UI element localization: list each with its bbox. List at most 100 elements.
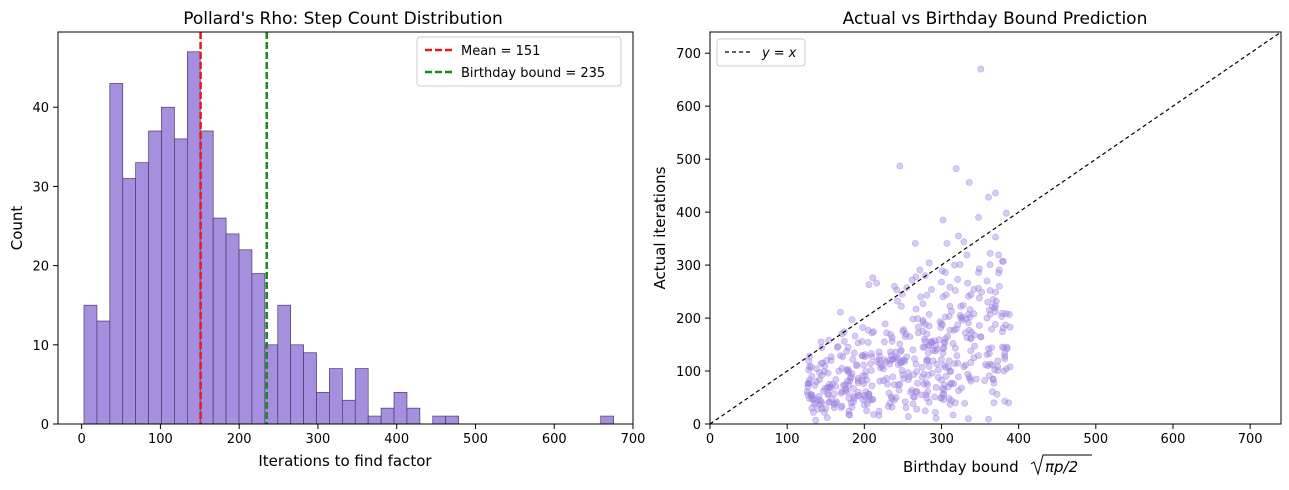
histogram-bar: [303, 352, 317, 425]
scatter-point: [921, 407, 929, 415]
scatter-point: [939, 293, 947, 301]
scatter-point: [967, 291, 975, 299]
scatter-point: [848, 316, 856, 324]
y-tick-label: 200: [676, 312, 701, 327]
scatter-point: [887, 331, 894, 338]
x-tick-label: 700: [621, 432, 646, 447]
scatter-point: [924, 371, 932, 379]
scatter-point: [827, 353, 835, 361]
scatter-point: [950, 380, 958, 388]
histogram-bar: [212, 217, 227, 425]
y-tick-label: 400: [676, 206, 701, 221]
scatter-point: [842, 387, 850, 395]
scatter-point: [967, 359, 975, 366]
scatter-point: [965, 310, 972, 318]
scatter-point: [986, 287, 994, 294]
scatter-point: [941, 269, 949, 276]
scatter-point: [809, 408, 817, 416]
scatter-point: [1002, 209, 1010, 217]
scatter-point: [954, 275, 962, 283]
histogram-bar: [199, 130, 214, 425]
histogram-bar: [174, 138, 188, 425]
y-tick-label: 600: [676, 100, 701, 115]
scatter-point: [919, 343, 927, 351]
scatter-point: [883, 329, 891, 337]
scatter-point: [989, 376, 997, 383]
scatter-point: [928, 369, 936, 377]
scatter-point: [1005, 399, 1013, 407]
scatter-point: [1006, 323, 1014, 331]
scatter-point: [956, 261, 964, 268]
scatter-point: [1001, 349, 1009, 357]
scatter-point: [931, 337, 938, 345]
x-tick-label: 300: [306, 432, 331, 447]
scatter-point: [954, 321, 962, 329]
scatter-point: [952, 165, 960, 173]
scatter-point: [986, 250, 994, 257]
histogram-bar: [380, 407, 395, 425]
scatter-point: [959, 301, 967, 309]
scatter-point: [986, 261, 994, 268]
scatter-point: [896, 162, 904, 170]
scatter-point: [963, 251, 971, 259]
scatter-point: [923, 291, 931, 299]
scatter-point: [956, 312, 964, 319]
scatter-point: [846, 377, 854, 385]
legend-identity-label: y = x: [761, 46, 797, 61]
x-tick-label: 500: [463, 432, 488, 447]
legend-mean-label: Mean = 151: [461, 44, 540, 59]
scatter-point: [895, 386, 903, 394]
scatter-point: [940, 361, 948, 369]
scatter-point: [977, 333, 985, 341]
scatter-point: [914, 315, 921, 322]
scatter-point: [897, 348, 904, 355]
histogram-bar: [290, 344, 304, 425]
scatter-point: [949, 411, 957, 419]
scatter-point: [863, 407, 871, 415]
scatter-point: [818, 405, 826, 413]
scatter-point: [812, 416, 820, 424]
scatter-point: [1001, 397, 1009, 405]
scatter-point: [925, 310, 933, 318]
scatter-point: [816, 369, 823, 377]
y-tick-label: 500: [676, 153, 701, 168]
y-tick-label: 300: [676, 259, 701, 274]
x-tick-label: 200: [227, 432, 252, 447]
scatter-point: [878, 362, 886, 370]
histogram-x-ticks: 0 100 200 300 400 500 600 700: [77, 424, 645, 447]
scatter-legend-frame: [716, 38, 806, 67]
scatter-point: [914, 323, 922, 331]
scatter-point: [965, 319, 972, 327]
scatter-point: [1006, 363, 1014, 371]
scatter-point: [919, 327, 927, 335]
scatter-point: [999, 343, 1006, 351]
scatter-point: [975, 214, 982, 221]
scatter-point: [903, 284, 911, 292]
scatter-point: [989, 296, 997, 303]
scatter-point: [907, 388, 915, 396]
scatter-point: [985, 415, 992, 423]
scatter-title: Actual vs Birthday Bound Prediction: [843, 9, 1148, 29]
scatter-point: [925, 322, 933, 330]
scatter-point: [932, 341, 940, 349]
scatter-point: [938, 278, 945, 286]
scatter-point: [888, 337, 896, 345]
scatter-point: [903, 353, 911, 361]
scatter-point: [938, 355, 945, 363]
scatter-point: [853, 362, 861, 370]
scatter-point: [867, 360, 874, 368]
histogram-bar: [161, 106, 175, 425]
scatter-point: [858, 337, 866, 345]
scatter-point: [941, 313, 949, 321]
scatter-point: [896, 340, 904, 348]
scatter-point: [967, 347, 975, 355]
scatter-point: [967, 377, 975, 385]
scatter-point: [897, 346, 905, 354]
scatter-point: [867, 367, 875, 374]
scatter-point: [940, 390, 948, 398]
scatter-point: [911, 393, 918, 401]
histogram-bar: [148, 130, 162, 425]
scatter-point: [839, 353, 847, 361]
scatter-point: [921, 343, 928, 351]
